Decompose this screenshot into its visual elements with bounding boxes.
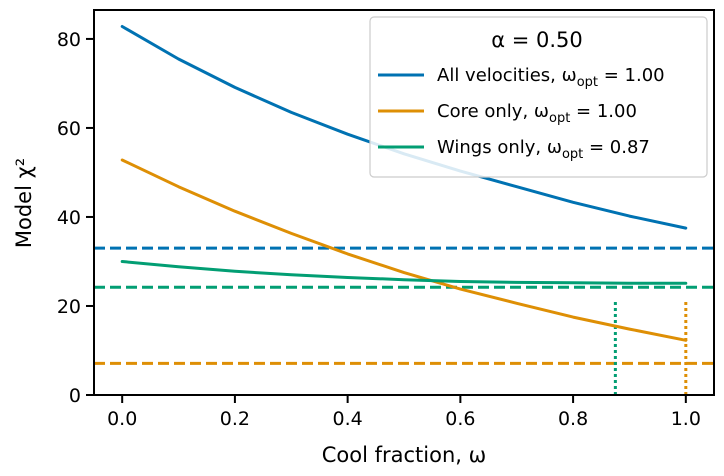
x-tick-label-0-6: 0.6: [445, 408, 475, 430]
x-axis-label: Cool fraction, ω: [322, 443, 486, 467]
y-tick-label-80: 80: [57, 29, 81, 51]
legend-label-core-only: Core only, ωopt = 1.00: [437, 101, 637, 126]
x-tick-label-0-0: 0.0: [107, 408, 137, 430]
legend-label-core-only-prefix: Core only, ω: [437, 101, 549, 122]
y-axis-label: Model χ²: [12, 158, 36, 248]
legend-label-core-only-sub: opt: [549, 111, 570, 126]
legend-label-all-velocities: All velocities, ωopt = 1.00: [437, 65, 665, 90]
legend-label-wings-only: Wings only, ωopt = 0.87: [437, 137, 650, 162]
legend-title: α = 0.50: [491, 28, 583, 52]
x-tick-label-1-0: 1.0: [671, 408, 701, 430]
y-tick-label-0: 0: [69, 385, 81, 407]
legend-label-all-velocities-suffix: = 1.00: [598, 65, 665, 86]
legend-box: [369, 16, 708, 178]
plot-area: 0.0 0.2 0.4 0.6 0.8 1.0 0 20 40 60 80: [57, 9, 715, 430]
legend-label-core-only-suffix: = 1.00: [570, 101, 637, 122]
x-tick-label-0-8: 0.8: [558, 408, 588, 430]
legend-label-wings-only-sub: opt: [562, 147, 583, 162]
legend-label-all-velocities-sub: opt: [577, 75, 598, 90]
x-tick-label-0-4: 0.4: [333, 408, 363, 430]
legend-label-wings-only-prefix: Wings only, ω: [437, 137, 562, 158]
x-tick-label-0-2: 0.2: [220, 408, 250, 430]
series-line-wings-only: [120, 260, 688, 285]
y-tick-label-60: 60: [57, 118, 81, 140]
y-tick-label-40: 40: [57, 207, 81, 229]
legend: α = 0.50 All velocities, ωopt = 1.00 Cor…: [369, 16, 708, 178]
legend-label-all-velocities-prefix: All velocities, ω: [437, 65, 577, 86]
y-tick-label-20: 20: [57, 296, 81, 318]
legend-label-wings-only-suffix: = 0.87: [583, 137, 650, 158]
plot-frame: [93, 9, 715, 396]
series-line-core-only: [120, 158, 688, 342]
